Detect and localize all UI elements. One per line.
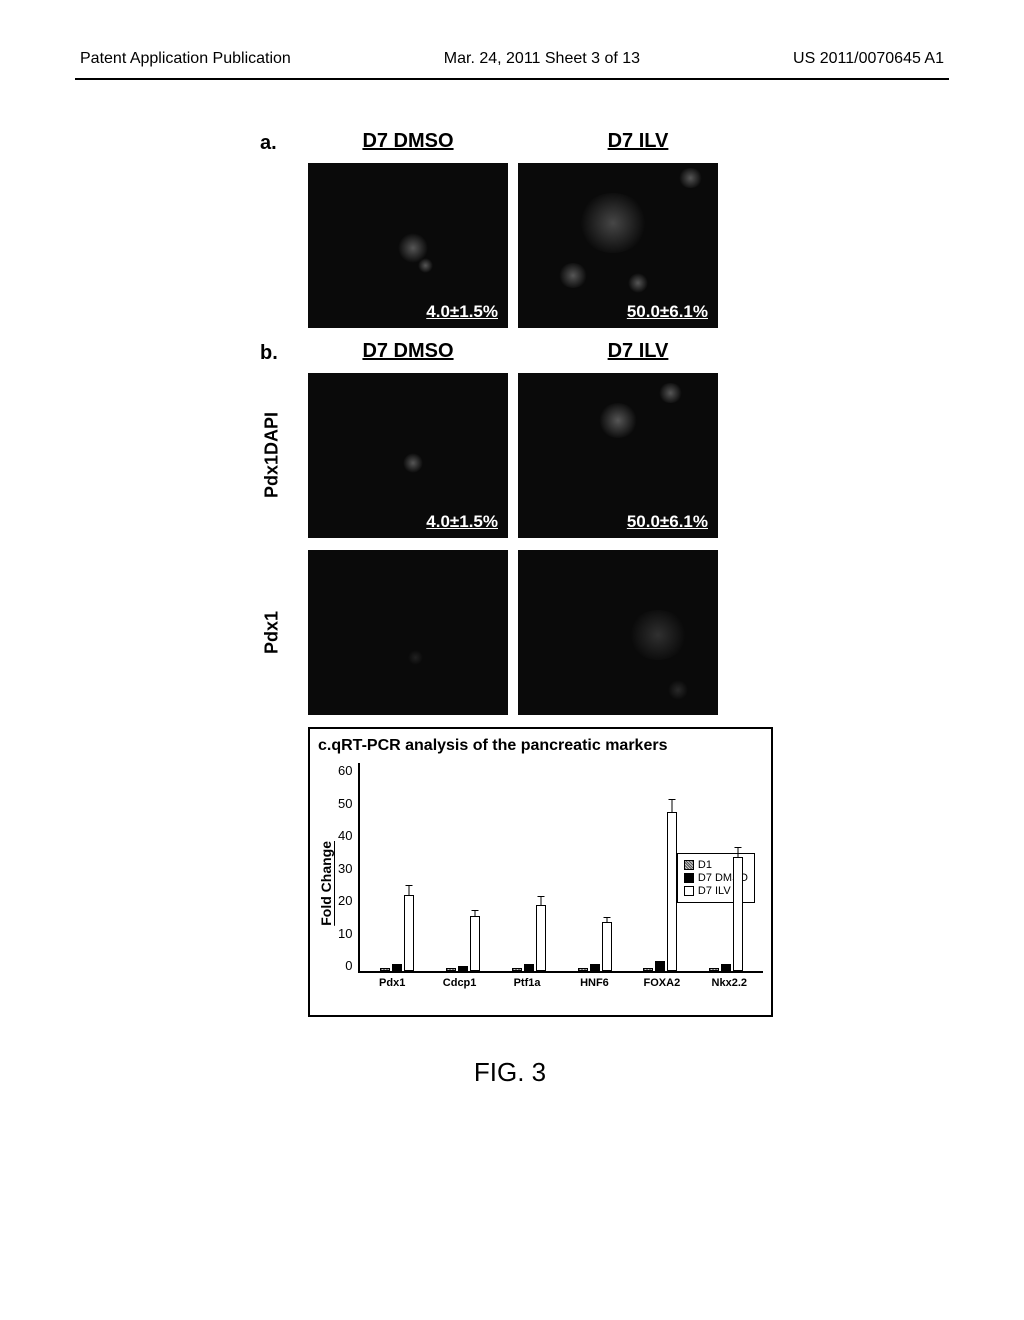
x-label: Pdx1 — [358, 977, 425, 989]
figure-container: a. D7 DMSO D7 ILV 4.0±1.5% 50.0±6.1% b. … — [260, 130, 760, 1088]
legend-swatch-dmso — [684, 873, 694, 883]
panel-a-header-row: a. D7 DMSO D7 ILV — [260, 130, 760, 155]
bar-d1 — [709, 968, 719, 971]
panel-b-col1-header: D7 DMSO — [308, 340, 508, 363]
x-label: FOXA2 — [628, 977, 695, 989]
panel-b-row1-dmso: 4.0±1.5% — [308, 373, 508, 538]
panel-b-row2-label: Pdx1 — [260, 611, 284, 654]
panel-b-row2: Pdx1 — [260, 550, 760, 715]
bar-ilv — [470, 916, 480, 971]
x-axis-labels: Pdx1Cdcp1Ptf1aHNF6FOXA2Nkx2.2 — [358, 973, 763, 989]
panel-a-col2-header: D7 ILV — [538, 130, 738, 153]
error-bar — [672, 799, 673, 813]
legend-swatch-ilv — [684, 886, 694, 896]
bar-ilv — [733, 857, 743, 971]
panel-a-image-dmso: 4.0±1.5% — [308, 163, 508, 328]
figure-caption: FIG. 3 — [260, 1057, 760, 1088]
bar-dmso — [721, 964, 731, 971]
bar-d1 — [380, 968, 390, 971]
bar-ilv — [667, 812, 677, 971]
y-axis: 60 50 40 30 20 10 0 — [338, 763, 358, 973]
bar-dmso — [655, 961, 665, 971]
panel-a-image-ilv: 50.0±6.1% — [518, 163, 718, 328]
legend-d1-label: D1 — [698, 859, 712, 871]
chart-legend: D1 D7 DMSO D7 ILV — [677, 853, 755, 903]
panel-b-col2-header: D7 ILV — [538, 340, 738, 363]
x-label: Ptf1a — [493, 977, 560, 989]
bar-dmso — [458, 966, 468, 971]
bar-group — [364, 763, 430, 971]
bar-ilv — [404, 895, 414, 971]
panel-a-label: a. — [260, 132, 288, 155]
bar-group — [562, 763, 628, 971]
panel-a-images: 4.0±1.5% 50.0±6.1% — [308, 163, 760, 328]
panel-b-img1-text: 4.0±1.5% — [426, 512, 498, 532]
y-tick: 20 — [338, 893, 352, 908]
y-tick: 30 — [338, 861, 352, 876]
panel-a-img2-text: 50.0±6.1% — [627, 302, 708, 322]
legend-ilv-label: D7 ILV — [698, 885, 731, 897]
bar-group — [496, 763, 562, 971]
bar-dmso — [590, 964, 600, 971]
panel-b-header-row: b. D7 DMSO D7 ILV — [260, 340, 760, 365]
panel-b-label: b. — [260, 342, 288, 365]
chart-panel: c.qRT-PCR analysis of the pancreatic mar… — [308, 727, 773, 1017]
bar-dmso — [392, 964, 402, 971]
chart-title: c.qRT-PCR analysis of the pancreatic mar… — [318, 737, 763, 755]
header-divider — [75, 78, 949, 80]
error-bar — [540, 896, 541, 906]
panel-b-row2-dmso — [308, 550, 508, 715]
bar-group — [430, 763, 496, 971]
legend-swatch-d1 — [684, 860, 694, 870]
bar-d1 — [512, 968, 522, 971]
x-label: Nkx2.2 — [696, 977, 763, 989]
y-tick: 40 — [338, 828, 352, 843]
y-axis-label: Fold Change — [318, 841, 334, 926]
header-center: Mar. 24, 2011 Sheet 3 of 13 — [444, 50, 640, 68]
page-header: Patent Application Publication Mar. 24, … — [0, 50, 1024, 68]
bar-d1 — [578, 968, 588, 971]
chart-plot: D1 D7 DMSO D7 ILV — [358, 763, 763, 973]
y-tick: 10 — [338, 926, 352, 941]
y-tick: 0 — [345, 958, 352, 973]
bar-dmso — [524, 964, 534, 971]
panel-a-col1-header: D7 DMSO — [308, 130, 508, 153]
y-tick: 50 — [338, 796, 352, 811]
y-tick: 60 — [338, 763, 352, 778]
bar-ilv — [536, 905, 546, 971]
bar-ilv — [602, 922, 612, 971]
error-bar — [738, 847, 739, 857]
panel-b-row1-label: Pdx1DAPI — [260, 412, 284, 498]
panel-b-img2-text: 50.0±6.1% — [627, 512, 708, 532]
chart-area: Fold Change 6050403020100 D1 D7 DMSO — [318, 763, 763, 1003]
panel-a-img1-text: 4.0±1.5% — [426, 302, 498, 322]
panel-b-row1: Pdx1DAPI 4.0±1.5% 50.0±6.1% — [260, 373, 760, 538]
bar-d1 — [446, 968, 456, 971]
error-bar — [409, 885, 410, 895]
bar-d1 — [643, 968, 653, 971]
x-label: Cdcp1 — [426, 977, 493, 989]
panel-b-row1-ilv: 50.0±6.1% — [518, 373, 718, 538]
header-left: Patent Application Publication — [80, 50, 291, 68]
x-label: HNF6 — [561, 977, 628, 989]
error-bar — [475, 910, 476, 917]
panel-b-row2-ilv — [518, 550, 718, 715]
header-right: US 2011/0070645 A1 — [793, 50, 944, 68]
error-bar — [606, 917, 607, 924]
